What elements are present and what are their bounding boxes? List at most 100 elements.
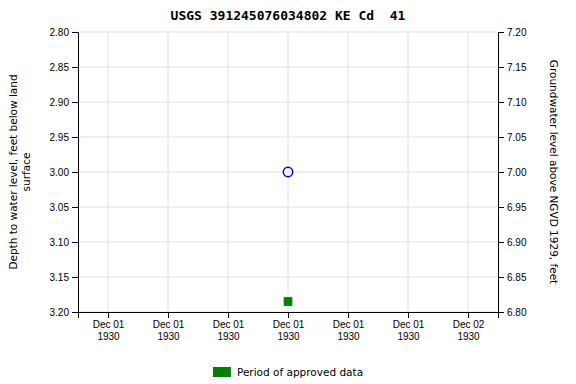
grid-line-y — [78, 102, 498, 103]
grid-line-y — [78, 137, 498, 138]
tick-mark — [72, 102, 78, 103]
tick-mark — [72, 137, 78, 138]
tick-mark — [228, 312, 229, 318]
tick-mark — [498, 67, 504, 68]
tick: Dec 011930 — [93, 312, 125, 342]
tick-mark — [72, 32, 78, 33]
tick: 2.95 — [50, 132, 78, 143]
tick-mark — [498, 137, 504, 138]
tick-mark — [72, 67, 78, 68]
tick-mark — [498, 102, 504, 103]
tick-mark — [498, 32, 504, 33]
tick-label: 6.90 — [507, 237, 527, 248]
title: USGS 391245076034802 KE Cd 41 — [171, 8, 406, 23]
tick: Dec 011930 — [393, 312, 425, 342]
tick: 6.90 — [498, 237, 527, 248]
tick-label: 3.00 — [50, 167, 70, 178]
tick-mark — [72, 207, 78, 208]
tick-label: Dec 011930 — [333, 319, 365, 342]
grid-line-y — [78, 32, 498, 33]
tick-mark — [498, 277, 504, 278]
tick-mark — [72, 172, 78, 173]
tick-mark — [72, 312, 78, 313]
tick-label: 7.15 — [507, 62, 527, 73]
x-axis: Dec 011930 Dec 011930 Dec 011930 Dec 011930… — [79, 312, 499, 342]
tick-label: 2.95 — [50, 132, 70, 143]
tick-mark — [498, 207, 504, 208]
tick: 2.80 — [50, 27, 78, 38]
tick-label: 3.05 — [50, 202, 70, 213]
tick-mark — [72, 277, 78, 278]
tick: Dec 011930 — [213, 312, 245, 342]
tick-label: 6.80 — [507, 307, 527, 318]
tick-mark — [498, 312, 504, 313]
axis-line — [72, 33, 79, 313]
tick-label: Dec 011930 — [93, 319, 125, 342]
tick-label: 3.10 — [50, 237, 70, 248]
tick: 7.00 — [498, 167, 527, 178]
tick: 3.15 — [50, 272, 78, 283]
tick: Dec 011930 — [333, 312, 365, 342]
tick-label: 6.95 — [507, 202, 527, 213]
tick: 6.95 — [498, 202, 527, 213]
grid-line-y — [78, 207, 498, 208]
tick-label: Dec 011930 — [393, 319, 425, 342]
tick-label: 6.85 — [507, 272, 527, 283]
y-axis: 2.80 2.85 2.90 2.95 3.00 3.05 3.10 3.15 3.20 — [50, 27, 79, 318]
tick-label: 2.85 — [50, 62, 70, 73]
axis-line — [499, 33, 505, 313]
tick-mark — [408, 312, 409, 318]
tick: 3.05 — [50, 202, 78, 213]
tick-label: Dec 011930 — [213, 319, 245, 342]
legend-swatch — [213, 367, 231, 377]
tick-mark — [168, 312, 169, 318]
tick: 7.15 — [498, 62, 527, 73]
axis-line — [79, 313, 499, 319]
tick-label: 7.05 — [507, 132, 527, 143]
tick-mark — [108, 312, 109, 318]
tick: 3.10 — [50, 237, 78, 248]
grid-line-y — [78, 172, 498, 173]
y-axis-title: Depth to water level, feet below landsur… — [7, 74, 32, 269]
legend: Period of approved data — [213, 366, 363, 378]
point — [283, 167, 292, 176]
tick: Dec 011930 — [153, 312, 185, 342]
tick: 3.20 — [50, 307, 78, 318]
tick-label: Dec 021930 — [453, 319, 485, 342]
tick-mark — [288, 312, 289, 318]
tick: 7.20 — [498, 27, 527, 38]
tick-label: 7.20 — [507, 27, 527, 38]
tick-label: 2.80 — [50, 27, 70, 38]
grid-line-y — [78, 277, 498, 278]
tick: 2.90 — [50, 97, 78, 108]
tick: Dec 011930 — [273, 312, 305, 342]
y2-axis-title: Groundwater level above NGVD 1929, feet — [548, 60, 560, 284]
marks — [283, 167, 292, 305]
tick-mark — [348, 312, 349, 318]
plot: Dec 011930 Dec 011930 Dec 011930 Dec 011930… — [50, 27, 527, 342]
y2-axis: 6.80 6.85 6.90 6.95 7.00 7.05 7.10 7.15 7.20 — [498, 27, 527, 318]
series — [283, 167, 292, 176]
tick-label: Dec 011930 — [153, 319, 185, 342]
grid-line-y — [78, 67, 498, 68]
tick-label: Dec 011930 — [273, 319, 305, 342]
tick-label: 3.15 — [50, 272, 70, 283]
tick: 7.10 — [498, 97, 527, 108]
legend-label: Period of approved data — [237, 366, 363, 378]
chart: Dec 011930 Dec 011930 Dec 011930 Dec 011930… — [0, 0, 576, 384]
series — [284, 298, 292, 306]
tick: 6.80 — [498, 307, 527, 318]
tick-label: 3.20 — [50, 307, 70, 318]
tick-mark — [72, 242, 78, 243]
tick: 7.05 — [498, 132, 527, 143]
tick: 3.00 — [50, 167, 78, 178]
tick-mark — [468, 312, 469, 318]
point — [284, 298, 292, 306]
tick-label: 7.10 — [507, 97, 527, 108]
tick-mark — [498, 172, 504, 173]
tick: Dec 021930 — [453, 312, 485, 342]
tick-mark — [498, 242, 504, 243]
tick-label: 2.90 — [50, 97, 70, 108]
tick: 6.85 — [498, 272, 527, 283]
grid-line-y — [78, 242, 498, 243]
